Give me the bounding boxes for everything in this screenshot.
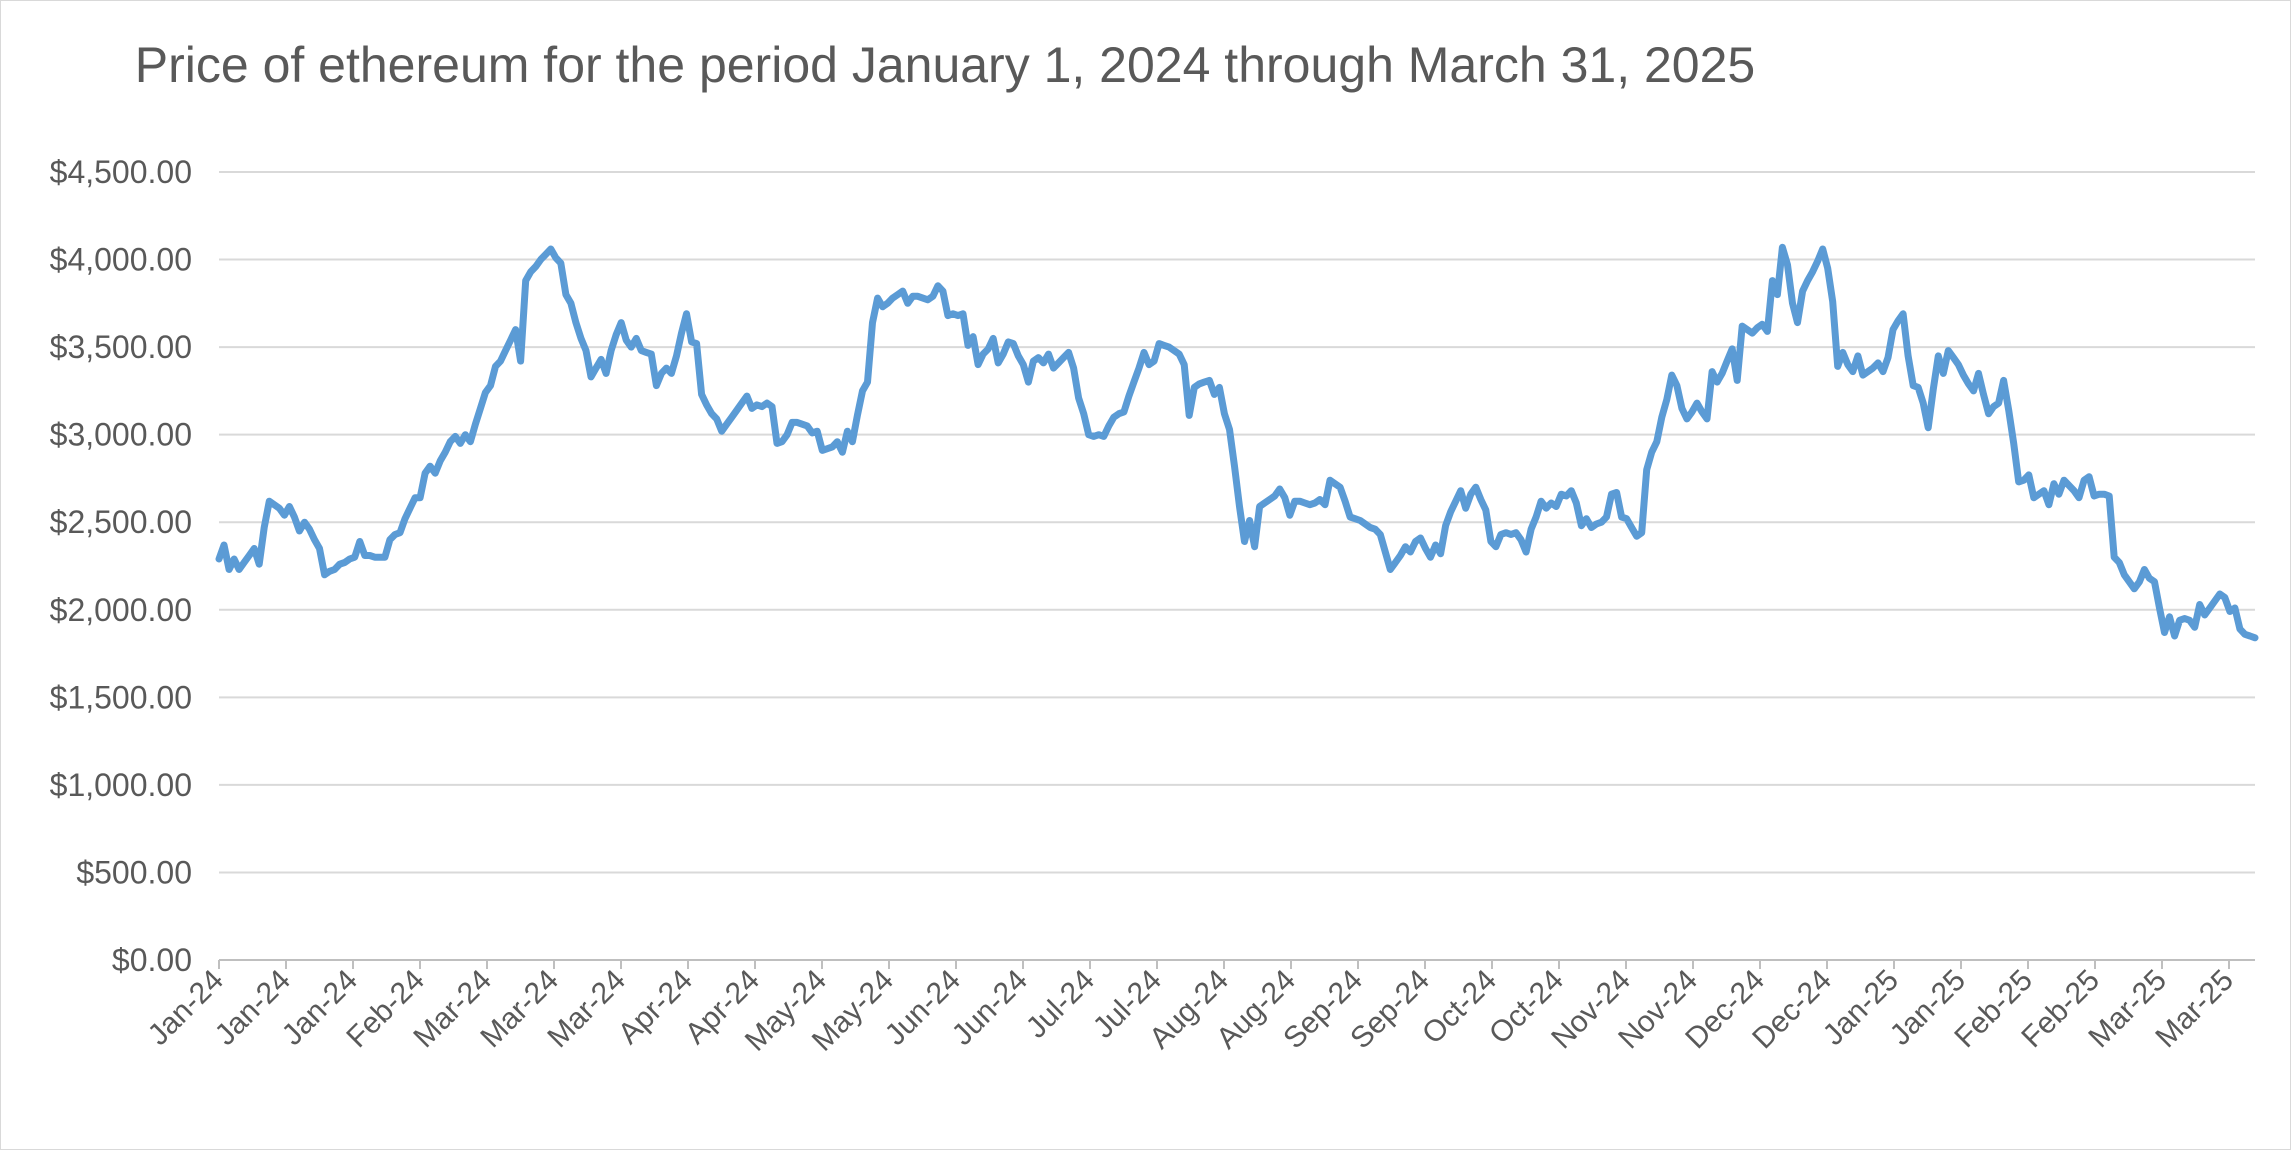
y-tick-label: $4,000.00 <box>50 242 192 278</box>
x-tick-label: Jul-24 <box>1020 964 1101 1045</box>
y-tick-label: $1,500.00 <box>50 679 192 715</box>
x-tick-label: Oct-24 <box>1416 964 1503 1051</box>
y-tick-label: $0.00 <box>112 942 192 978</box>
x-tick-label: Apr-24 <box>612 964 699 1051</box>
y-tick-label: $500.00 <box>76 854 192 890</box>
y-tick-label: $3,500.00 <box>50 329 192 365</box>
y-tick-label: $2,500.00 <box>50 504 192 540</box>
x-tick-label: Jan-25 <box>1817 964 1905 1052</box>
x-tick-label: Jan-24 <box>209 964 297 1052</box>
x-tick-label: Jun-24 <box>879 964 967 1052</box>
y-tick-label: $1,000.00 <box>50 767 192 803</box>
y-tick-label: $4,500.00 <box>50 154 192 190</box>
y-tick-label: $2,000.00 <box>50 592 192 628</box>
series-line-0 <box>215 243 2259 642</box>
x-tick-label: Jun-24 <box>946 964 1034 1052</box>
y-tick-label: $3,000.00 <box>50 417 192 453</box>
chart-title: Price of ethereum for the period January… <box>134 37 1756 93</box>
